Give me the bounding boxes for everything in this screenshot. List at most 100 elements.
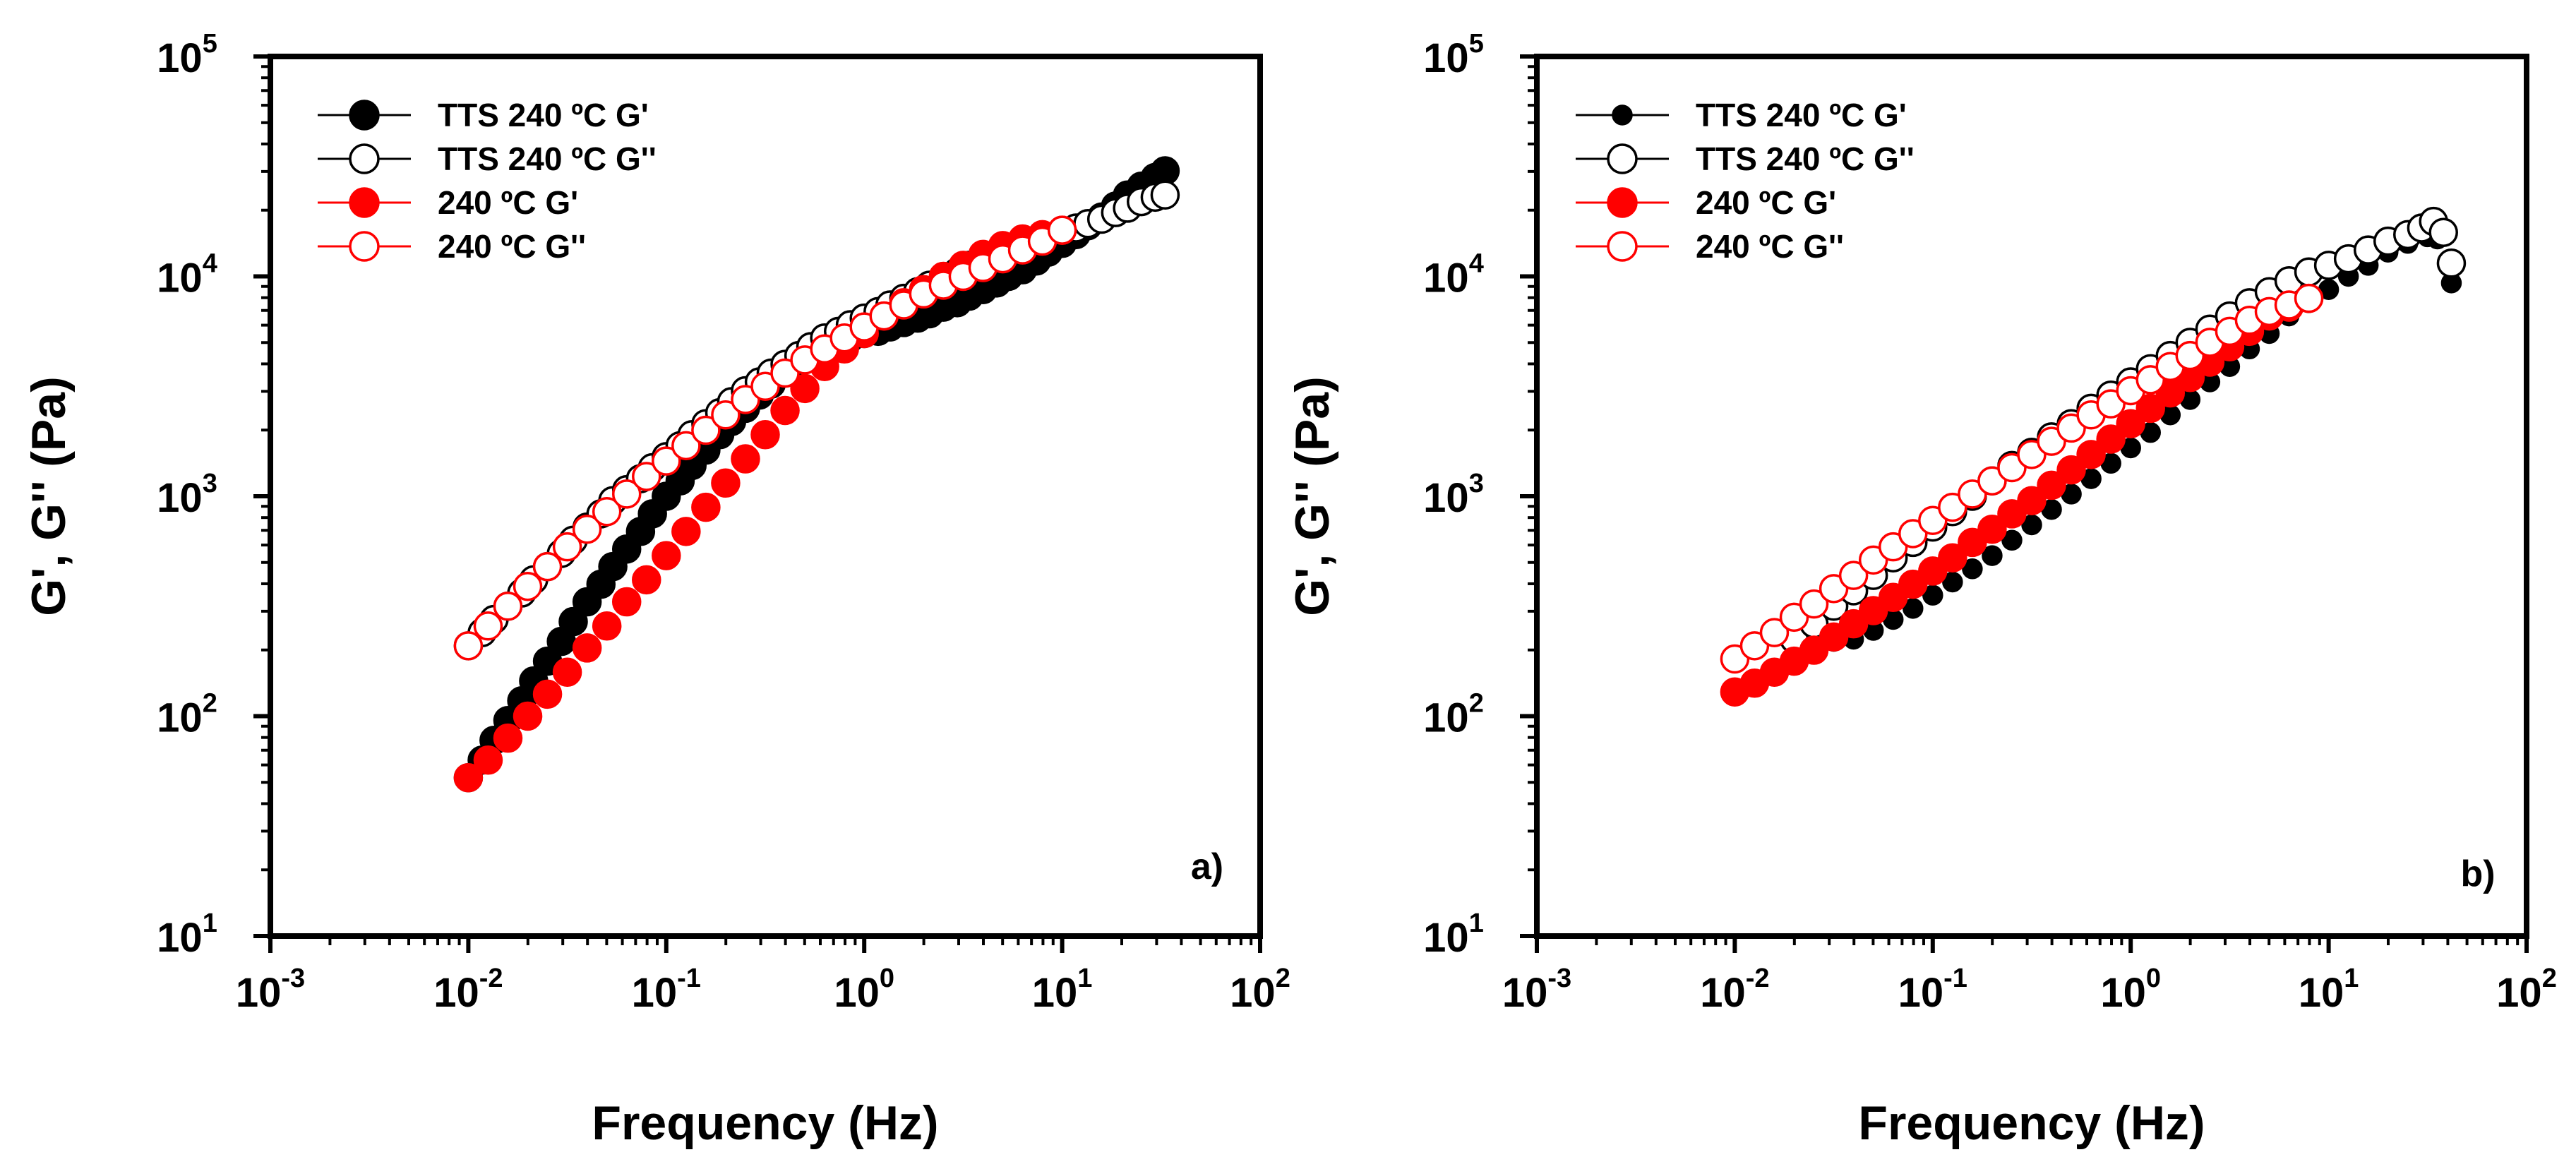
- y-axis-title: G', G'' (Pa): [22, 376, 76, 616]
- y-tick-label: 101: [1423, 909, 1484, 961]
- data-point: [711, 400, 741, 430]
- legend-label: TTS 240 ºC G': [438, 97, 649, 133]
- data-point: [1150, 180, 1180, 210]
- data-point: [2017, 486, 2047, 515]
- legend-marker: [349, 231, 380, 262]
- plot-frame: [268, 54, 1263, 939]
- legend-marker: [1607, 231, 1638, 262]
- legend-label: 240 ºC G'': [438, 228, 586, 265]
- data-point: [711, 468, 741, 498]
- data-point: [1922, 584, 1943, 606]
- data-point: [552, 657, 582, 687]
- data-point: [1759, 618, 1790, 647]
- y-tick-label: 102: [1423, 689, 1484, 741]
- data-point: [2076, 440, 2106, 469]
- data-point: [652, 446, 681, 476]
- x-tick-label: 10-3: [236, 964, 305, 1016]
- legend-label: TTS 240 ºC G'': [1696, 140, 1915, 177]
- data-point: [611, 479, 642, 509]
- data-point: [770, 395, 800, 426]
- data-point: [1982, 545, 2003, 566]
- legend-marker: [1607, 143, 1638, 174]
- data-point: [572, 514, 602, 544]
- data-point: [473, 745, 503, 775]
- data-point: [652, 541, 681, 570]
- data-point: [1977, 514, 2007, 544]
- legend-marker: [349, 187, 380, 218]
- x-tick-label: 101: [1032, 964, 1093, 1016]
- data-point: [731, 444, 760, 474]
- data-point: [1962, 558, 1983, 580]
- series-3: [1720, 283, 2324, 674]
- data-point: [2021, 514, 2042, 536]
- x-tick-label: 10-3: [1502, 964, 1571, 1016]
- data-point: [671, 431, 701, 461]
- legend-label: 240 ºC G': [438, 184, 578, 221]
- data-point: [453, 631, 484, 661]
- data-point: [552, 532, 582, 562]
- data-point: [1903, 598, 1924, 619]
- x-tick-label: 100: [2100, 964, 2161, 1016]
- legend-marker: [1607, 187, 1638, 218]
- legend-marker: [349, 143, 380, 174]
- panel-label: a): [1191, 846, 1223, 887]
- data-point: [1047, 215, 1077, 245]
- x-tick-label: 100: [834, 964, 894, 1016]
- data-point: [558, 606, 588, 637]
- data-point: [1799, 589, 1829, 619]
- x-axis-title: Frequency (Hz): [592, 1096, 938, 1150]
- series-2: [1720, 283, 2324, 707]
- data-point: [1938, 543, 1967, 572]
- data-point: [671, 517, 701, 546]
- data-point: [2135, 393, 2165, 424]
- y-tick-label: 103: [1423, 469, 1484, 521]
- y-tick-label: 105: [1423, 29, 1484, 81]
- x-tick-label: 102: [1230, 964, 1290, 1016]
- data-point: [493, 723, 523, 753]
- legend-label: 240 ºC G'': [1696, 228, 1844, 265]
- data-point: [473, 611, 503, 641]
- legend-marker: [1612, 104, 1633, 126]
- data-point: [1838, 560, 1869, 590]
- y-tick-label: 104: [1423, 249, 1484, 301]
- data-point: [2037, 470, 2066, 500]
- panel-label: b): [2460, 853, 2495, 894]
- data-point: [1942, 571, 1963, 593]
- data-point: [632, 462, 661, 491]
- data-point: [2001, 529, 2023, 551]
- data-point: [632, 565, 661, 595]
- data-point: [2116, 409, 2145, 438]
- data-point: [691, 415, 721, 445]
- legend-label: TTS 240 ºC G': [1696, 97, 1907, 133]
- x-tick-label: 10-1: [1898, 964, 1967, 1016]
- data-point: [691, 492, 721, 522]
- legend-marker: [349, 100, 380, 131]
- x-tick-label: 101: [2299, 964, 2359, 1016]
- data-point: [453, 762, 484, 793]
- y-tick-label: 105: [157, 29, 217, 81]
- data-point: [532, 551, 563, 582]
- y-tick-label: 102: [157, 689, 217, 741]
- data-point: [493, 592, 523, 621]
- data-point: [2096, 424, 2126, 454]
- x-tick-label: 10-1: [632, 964, 701, 1016]
- y-tick-label: 101: [157, 909, 217, 961]
- data-point: [2436, 248, 2467, 278]
- data-point: [513, 701, 543, 731]
- panel-b: 10-3 10-2 10-1 100 101 102 101 102 103 104 105 Freq…: [1286, 29, 2557, 1150]
- data-point: [532, 679, 563, 709]
- panel-a: 10-3 10-2 10-1 100 101 102 101 102 103 104 105 Freq…: [22, 29, 1290, 1150]
- legend-label: TTS 240 ºC G'': [438, 140, 657, 177]
- y-axis-title: G', G'' (Pa): [1286, 376, 1339, 616]
- data-point: [1150, 156, 1180, 186]
- data-point: [592, 611, 622, 641]
- series-3: [453, 215, 1077, 661]
- x-tick-label: 102: [2496, 964, 2557, 1016]
- legend-label: 240 ºC G': [1696, 184, 1836, 221]
- data-point: [750, 420, 780, 450]
- y-tick-label: 104: [157, 249, 217, 301]
- x-axis-title: Frequency (Hz): [1858, 1096, 2205, 1150]
- data-point: [2428, 217, 2458, 247]
- y-tick-label: 103: [157, 469, 217, 521]
